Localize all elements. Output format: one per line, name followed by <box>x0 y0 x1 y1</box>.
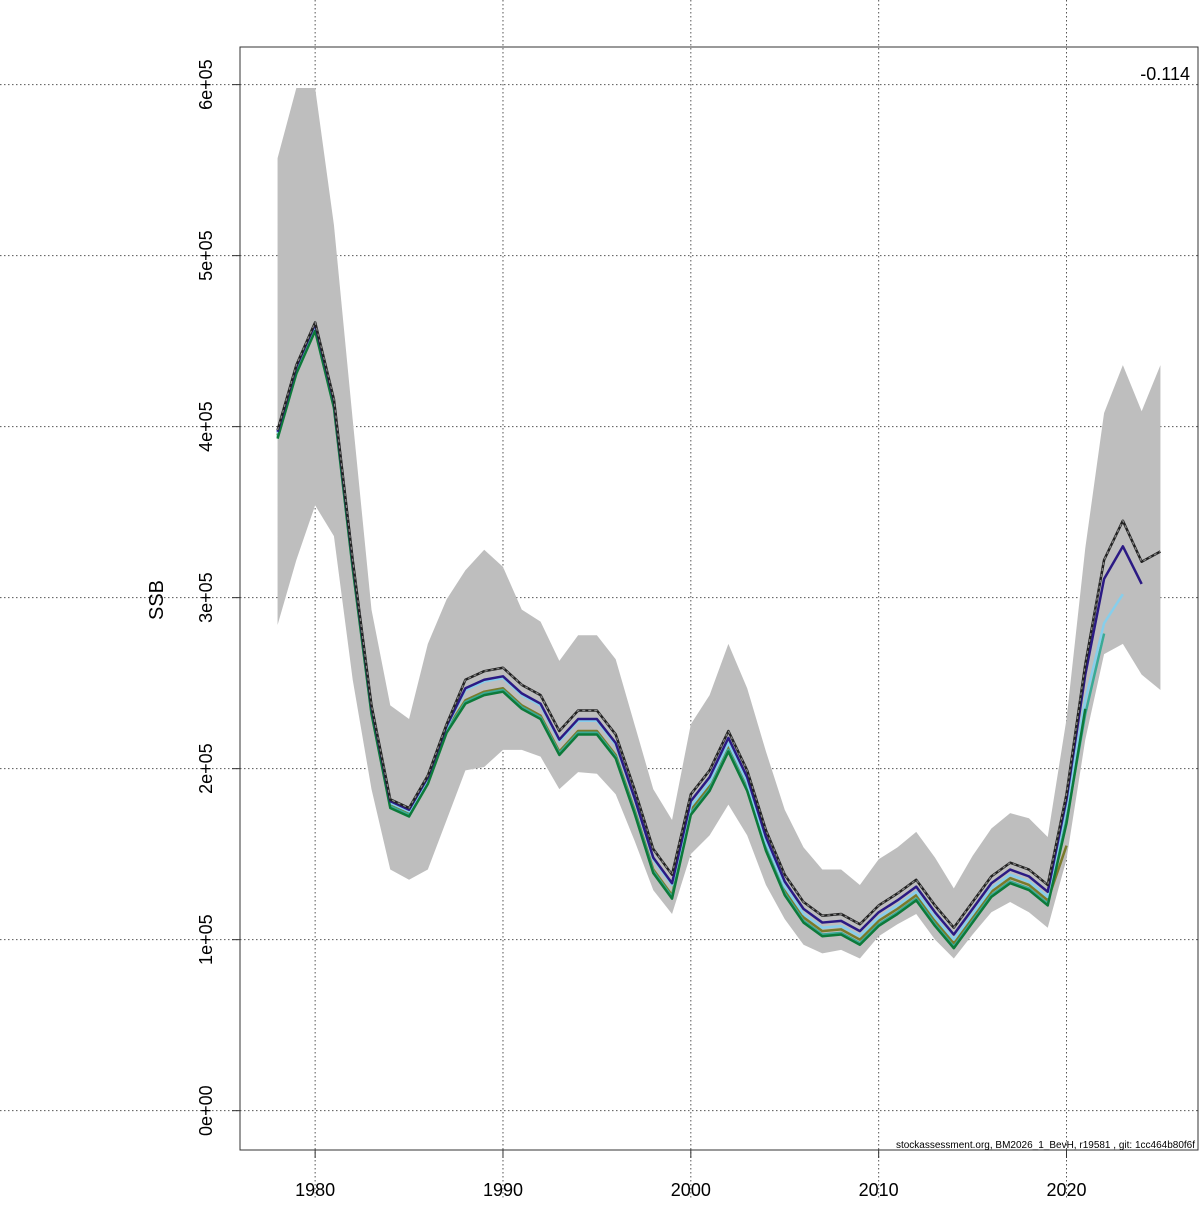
y-tick-label: 2e+05 <box>196 743 216 794</box>
y-tick-label: 1e+05 <box>196 914 216 965</box>
annotation-value: -0.114 <box>1140 64 1190 84</box>
y-tick-label: 0e+00 <box>196 1085 216 1136</box>
footer-credit: stockassessment.org, BM2026_1_BevH, r195… <box>896 1140 1195 1151</box>
x-tick-label: 2010 <box>859 1180 899 1200</box>
confidence-band <box>277 88 1161 959</box>
x-tick-label: 1990 <box>483 1180 523 1200</box>
y-axis-label: SSB <box>146 580 168 620</box>
x-axis: 1980 1990 2000 2010 2020 <box>295 1150 1087 1200</box>
y-axis: 0e+00 1e+05 2e+05 3e+05 4e+05 5e+05 6e+05 <box>196 59 240 1136</box>
series-lines <box>276 320 1162 950</box>
x-tick-label: 2020 <box>1046 1180 1086 1200</box>
x-tick-label: 1980 <box>295 1180 335 1200</box>
y-tick-label: 6e+05 <box>196 59 216 110</box>
series-line-green <box>276 329 1087 950</box>
confidence-band-area <box>277 88 1161 959</box>
y-tick-label: 3e+05 <box>196 572 216 623</box>
y-tick-label: 4e+05 <box>196 401 216 452</box>
plot-frame <box>239 46 1199 1151</box>
y-tick-label: 5e+05 <box>196 230 216 281</box>
x-tick-label: 2000 <box>671 1180 711 1200</box>
series-line-dash-overlay <box>276 320 1161 929</box>
